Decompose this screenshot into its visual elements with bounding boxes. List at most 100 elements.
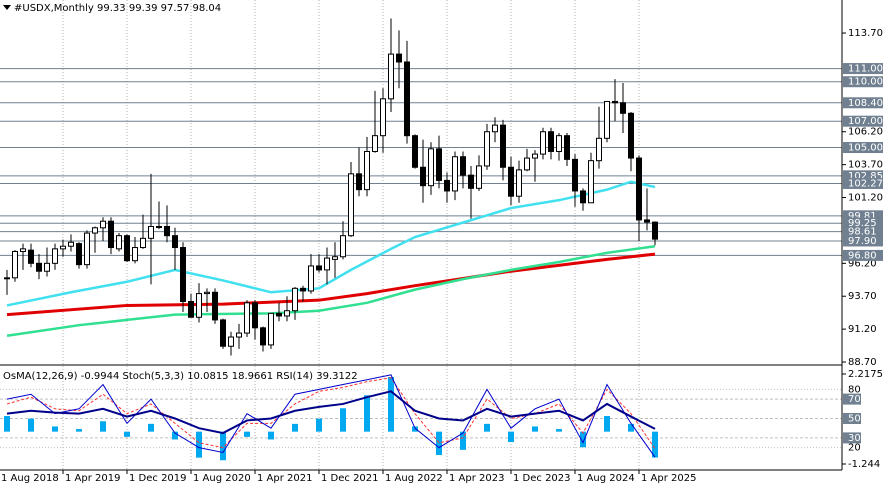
candle-body [260,327,266,346]
candle-body [388,53,394,100]
level-label: 99.81 [848,211,877,222]
y-tick-label: 101.20 [848,193,883,204]
osma-bar [436,431,442,456]
x-tick-label: 1 Dec 2019 [129,473,187,484]
level-label: 111.00 [848,64,883,75]
level-label-box [843,210,883,222]
y-tick-label: 88.70 [848,357,877,368]
osma-bar [556,429,562,432]
candle-body [596,137,602,162]
candle-body [140,237,146,249]
candle-body [172,235,178,249]
level-label-box [843,249,883,261]
osma-bar [508,431,514,443]
candle-body [36,262,42,272]
level-label-box [843,217,883,229]
osma-bar [628,423,634,432]
osma-value: -0.9944 [81,371,120,382]
candle-body [652,221,658,240]
candle-body [500,124,506,168]
x-tick-label: 1 Dec 2021 [321,473,379,484]
candle-body [52,248,58,264]
osma-bar [484,423,490,432]
level-label: 99.25 [848,218,877,229]
candle-body [516,169,522,197]
x-tick-label: 1 Aug 2020 [193,473,251,484]
candle-body [620,102,626,114]
candle-body [308,265,314,292]
osma-bar [460,431,466,450]
low: 97.57 [161,3,190,14]
rsi-line [6,390,656,435]
osma-bar [148,423,154,432]
candle-body [188,300,194,318]
candle-body [76,243,82,266]
level-label-box [843,432,861,444]
osma-bar [268,431,274,440]
level-label: 108.40 [848,98,883,109]
candle-body [548,131,554,152]
candle-body [156,225,162,228]
price-pane [0,18,842,356]
x-tick-label: 1 Apr 2019 [65,473,120,484]
osma-tick-label: -1.244 [848,459,880,470]
candle-body [460,156,466,176]
candle-body [412,135,418,168]
candle-body [372,135,378,152]
candle-body [268,312,274,346]
candle-body [396,53,402,63]
x-tick-label: 1 Aug 2024 [577,473,635,484]
y-tick-label: 113.70 [848,28,883,39]
level-label: 102.27 [848,178,883,189]
level-label: 102.85 [848,171,883,182]
candle-body [524,157,530,171]
indicator-level-label: 30 [848,433,861,444]
osma-bar [196,431,202,458]
level-label: 110.00 [848,77,883,88]
candle-body [612,100,618,104]
candle-body [332,256,338,260]
candle-body [132,247,138,262]
menu-arrow[interactable] [3,5,11,10]
candle-body [580,190,586,204]
candle-body [252,302,258,329]
candle-body [60,245,66,250]
candle-body [164,225,170,237]
candle-body [228,336,234,347]
symbol: #USDX,Monthly [14,3,94,14]
candle-body [452,156,458,192]
level-label-box [843,115,883,127]
candle-body [404,61,410,137]
osma-label: OsMA(12,26,9) [3,371,78,382]
stoch-main-line [6,374,656,458]
moving-average [6,252,656,317]
osma-bar [604,416,610,432]
candle-body [348,173,354,237]
level-label-box [843,413,861,424]
osma-bar [100,421,106,432]
candle-body [244,302,250,334]
stoch-main: 10.0815 [187,371,228,382]
candle-body [212,291,218,321]
indicator-level-label: 70 [848,394,861,405]
osma-bar [364,395,370,432]
candle-body [644,219,650,223]
candle-body [4,277,10,280]
candle-body [220,319,226,347]
osma-bar [652,431,658,458]
osma-bar [76,429,82,432]
osma-bar [388,377,394,432]
candle-body [28,249,34,264]
candle-body [636,157,642,221]
x-tick-label: 1 Apr 2023 [449,473,504,484]
indicator-level-label: 50 [848,414,861,425]
candle-body [588,160,594,204]
indicator-tick-label: 80 [848,384,861,395]
level-label-box [843,177,883,189]
osma-bar [412,426,418,432]
level-label-box [843,226,883,238]
candle-body [12,250,18,279]
